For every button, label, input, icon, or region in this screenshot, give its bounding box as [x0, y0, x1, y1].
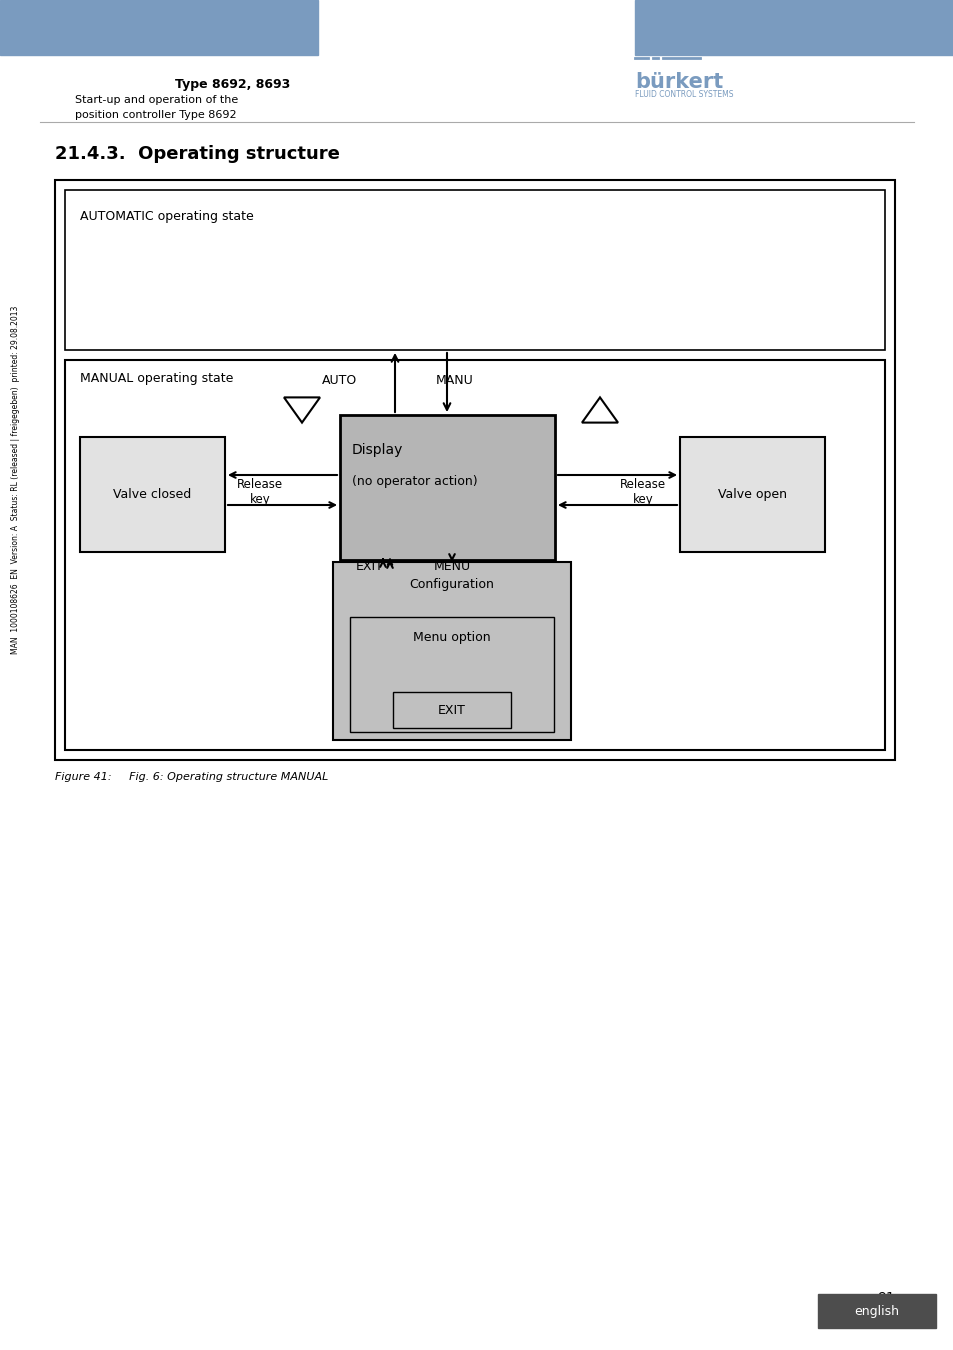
Text: MANU: MANU	[436, 374, 474, 386]
Text: Type 8692, 8693: Type 8692, 8693	[174, 78, 290, 90]
Text: Configuration: Configuration	[409, 578, 494, 591]
Bar	[635, 0, 953, 55]
Text: Valve open: Valve open	[718, 487, 786, 501]
Bar	[65, 360, 884, 751]
Bar	[80, 437, 225, 552]
Text: Menu option: Menu option	[413, 630, 490, 644]
Bar	[350, 617, 554, 732]
Text: Start-up and operation of the: Start-up and operation of the	[75, 95, 238, 105]
Text: 21.4.3.  Operating structure: 21.4.3. Operating structure	[55, 144, 339, 163]
Text: Valve closed: Valve closed	[113, 487, 192, 501]
Text: EXIT: EXIT	[355, 559, 383, 572]
Bar	[339, 414, 555, 560]
Text: EXIT: EXIT	[437, 703, 465, 717]
Text: Release
key: Release key	[619, 478, 665, 506]
Text: (no operator action): (no operator action)	[352, 475, 477, 487]
Text: english: english	[854, 1304, 899, 1318]
Text: 91: 91	[877, 1291, 894, 1305]
Text: Release
key: Release key	[236, 478, 283, 506]
Bar	[333, 562, 571, 740]
Bar	[393, 693, 511, 728]
Text: MENU: MENU	[433, 559, 470, 572]
Bar	[55, 180, 894, 760]
Text: bürkert: bürkert	[635, 72, 722, 92]
Text: AUTO: AUTO	[322, 374, 357, 386]
Bar	[817, 1295, 935, 1328]
Bar	[65, 190, 884, 350]
Text: FLUID CONTROL SYSTEMS: FLUID CONTROL SYSTEMS	[635, 90, 733, 99]
Text: MANUAL operating state: MANUAL operating state	[80, 373, 233, 385]
Bar	[0, 0, 317, 55]
Text: MAN  1000108626  EN  Version: A  Status: RL (released | freigegeben)  printed: 2: MAN 1000108626 EN Version: A Status: RL …	[11, 306, 20, 655]
Polygon shape	[581, 397, 618, 423]
Bar	[679, 437, 824, 552]
Text: Display: Display	[352, 443, 403, 458]
Text: position controller Type 8692: position controller Type 8692	[75, 109, 236, 120]
Text: AUTOMATIC operating state: AUTOMATIC operating state	[80, 211, 253, 223]
Polygon shape	[284, 397, 319, 423]
Text: Figure 41:     Fig. 6: Operating structure MANUAL: Figure 41: Fig. 6: Operating structure M…	[55, 772, 328, 782]
